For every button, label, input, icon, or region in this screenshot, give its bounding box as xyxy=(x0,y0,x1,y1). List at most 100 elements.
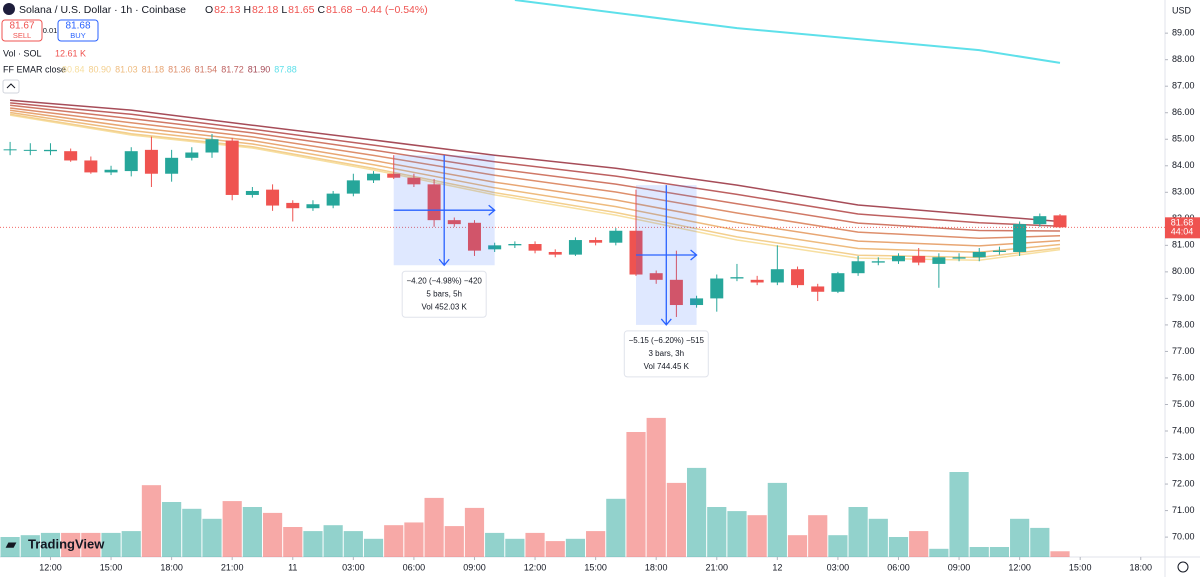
measure-label: Vol 744.45 K xyxy=(644,362,690,371)
x-tick-label: 15:00 xyxy=(100,562,123,572)
volume-bar xyxy=(888,537,909,557)
candle-body xyxy=(266,189,280,206)
candle-body xyxy=(447,220,461,225)
ema-line xyxy=(10,99,1061,223)
candle-body xyxy=(811,286,825,292)
candle-body xyxy=(64,151,78,161)
y-tick-label: 73.00 xyxy=(1172,452,1195,462)
volume-bar xyxy=(242,507,262,557)
candle-body xyxy=(306,204,320,209)
volume-bar xyxy=(363,538,384,557)
legend-value: 81.72 xyxy=(221,64,244,74)
candle-body xyxy=(871,261,885,263)
ema-line xyxy=(9,111,1061,253)
candle-body xyxy=(831,273,845,292)
volume-bar xyxy=(606,498,626,557)
volume-bar xyxy=(929,548,949,557)
volume-bar xyxy=(505,538,525,557)
candle-body xyxy=(225,140,239,195)
buy-button[interactable] xyxy=(57,19,99,42)
x-tick-label: 09:00 xyxy=(948,562,971,572)
legend-value: 80.84 xyxy=(62,64,85,74)
legend-value: 81.36 xyxy=(168,64,191,74)
measure-arrow xyxy=(438,155,450,267)
symbol-logo xyxy=(3,3,15,15)
measure-label: 5 bars, 5h xyxy=(426,289,462,298)
candle-body xyxy=(851,261,865,274)
volume-bar xyxy=(404,522,424,557)
candle-body xyxy=(891,255,905,262)
legend-value: 81.18 xyxy=(142,64,165,74)
x-tick-label: 12:00 xyxy=(1008,562,1031,572)
volume-bar xyxy=(767,482,787,557)
legend-value: 87.88 xyxy=(274,64,297,74)
volume-bar xyxy=(848,507,868,557)
volume-bar xyxy=(0,537,20,557)
legend-value: 81.54 xyxy=(195,64,218,74)
volume-bar xyxy=(586,531,606,557)
volume-bar xyxy=(808,515,828,557)
measure-label: −5.15 (−6.20%) −515 xyxy=(629,336,705,345)
volume-bar xyxy=(323,525,343,557)
volume-bar xyxy=(545,541,565,557)
y-tick-label: 83.00 xyxy=(1172,187,1195,197)
sell-button[interactable] xyxy=(1,19,43,42)
volume-bar xyxy=(747,515,767,557)
sell-price: 81.67 xyxy=(9,21,34,32)
logo-text: TradingView xyxy=(28,536,105,551)
volume-bar xyxy=(949,472,969,557)
sell-label: SELL xyxy=(13,31,31,40)
y-tick-label: 78.00 xyxy=(1172,319,1195,329)
candle-body xyxy=(750,279,764,283)
volume-bar xyxy=(61,532,81,557)
candle-body xyxy=(1013,224,1027,252)
x-tick-label: 12:00 xyxy=(524,562,547,572)
volume-bar xyxy=(464,507,485,557)
volume-bar xyxy=(989,547,1010,557)
price-tag-value: 81.68 xyxy=(1171,218,1194,228)
y-tick-label: 81.00 xyxy=(1172,240,1195,250)
volume-bar xyxy=(222,501,242,557)
measure-label: −4.20 (−4.98%) −420 xyxy=(406,276,482,285)
x-tick-label: 09:00 xyxy=(463,562,486,572)
volume-bar xyxy=(787,535,808,557)
measure-arrow xyxy=(660,185,672,326)
volume-bar xyxy=(707,507,727,557)
y-tick-label: 72.00 xyxy=(1172,478,1195,488)
volume-bar xyxy=(868,518,888,557)
volume-bar xyxy=(565,538,586,557)
volume-bar xyxy=(384,525,404,557)
plot: −4.20 (−4.98%) −420 5 bars, 5h Vol 452.03 … xyxy=(0,0,1165,557)
candle-body xyxy=(508,244,522,246)
volume-bar xyxy=(40,532,61,557)
settings-icon[interactable] xyxy=(1177,561,1189,573)
y-tick-label: 70.00 xyxy=(1172,531,1195,541)
legend-value: 81.90 xyxy=(248,64,271,74)
candle-body xyxy=(710,278,724,299)
candle-body xyxy=(43,149,57,152)
x-tick-label: 15:00 xyxy=(1069,562,1092,572)
candle-body xyxy=(1033,216,1047,225)
candle-body xyxy=(326,193,340,206)
candle-body xyxy=(992,250,1006,252)
candle-body xyxy=(649,273,663,280)
candle-body xyxy=(467,222,481,251)
candle-body xyxy=(589,240,603,243)
legend: Solana / U.S. Dollar · 1h · Coinbase 81.… xyxy=(1,3,1192,573)
measure-label-box xyxy=(401,270,487,318)
x-tick-label: 18:00 xyxy=(645,562,668,572)
x-tick-label: 21:00 xyxy=(706,562,729,572)
candle-body xyxy=(346,180,360,194)
y-tick-label: 76.00 xyxy=(1172,372,1195,382)
y-tick-label: 79.00 xyxy=(1172,293,1195,303)
candle-body xyxy=(185,152,199,158)
x-tick-label: 06:00 xyxy=(403,562,426,572)
candle-body xyxy=(690,298,704,306)
candle-body xyxy=(286,202,300,209)
measure-label: Vol 452.03 K xyxy=(422,302,468,311)
y-tick-label: 89.00 xyxy=(1172,28,1195,38)
collapse-button[interactable] xyxy=(2,79,20,94)
volume-bar xyxy=(646,417,666,557)
candle-body xyxy=(23,149,37,151)
buy-label: BUY xyxy=(70,31,85,40)
